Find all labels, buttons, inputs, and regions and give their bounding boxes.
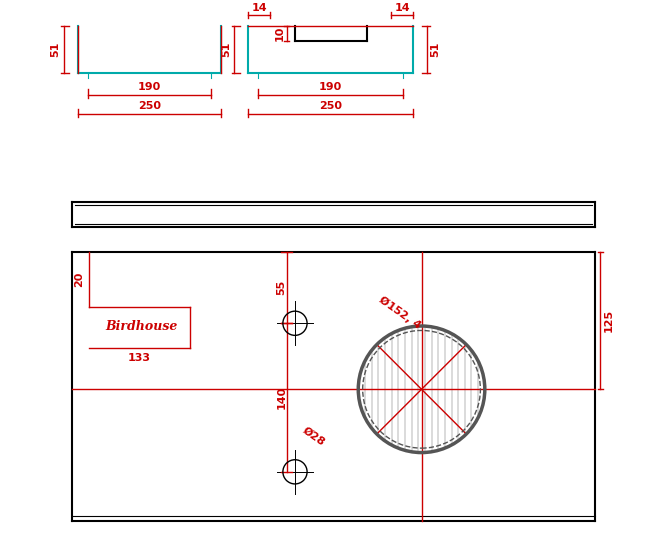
- Text: 140: 140: [276, 386, 286, 409]
- Text: 51: 51: [430, 42, 440, 57]
- Text: 20: 20: [74, 272, 84, 287]
- Text: 51: 51: [221, 42, 231, 57]
- Text: 55: 55: [276, 280, 286, 295]
- Text: Ø28: Ø28: [301, 425, 327, 447]
- Text: Ø152, 4: Ø152, 4: [377, 294, 422, 330]
- Text: 190: 190: [319, 82, 342, 92]
- Text: 10: 10: [275, 26, 285, 41]
- Text: 14: 14: [251, 3, 267, 13]
- Text: 14: 14: [395, 3, 410, 13]
- Text: 125: 125: [604, 309, 614, 332]
- Text: 51: 51: [51, 42, 61, 57]
- Text: Birdhouse: Birdhouse: [105, 320, 177, 332]
- Text: 190: 190: [137, 82, 161, 92]
- Text: 133: 133: [128, 353, 151, 363]
- Text: 250: 250: [319, 101, 342, 111]
- Text: 250: 250: [137, 101, 161, 111]
